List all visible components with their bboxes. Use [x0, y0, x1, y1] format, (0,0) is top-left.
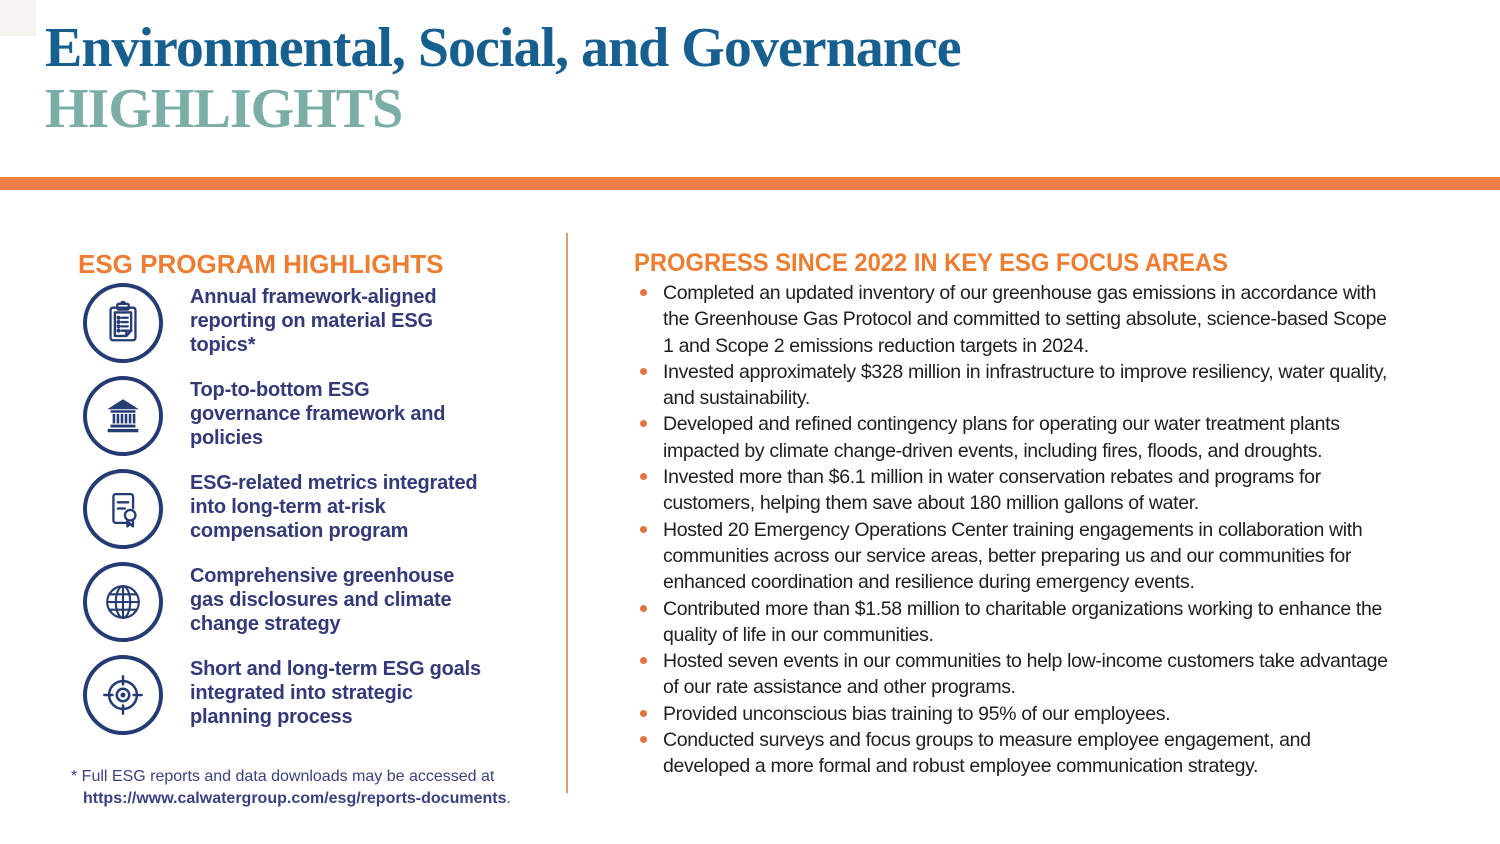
corner-accent — [0, 0, 36, 36]
list-item: Short and long-term ESG goals integrated… — [83, 655, 482, 735]
list-item: ESG-related metrics integrated into long… — [83, 469, 482, 549]
esg-program-items: Annual framework-aligned reporting on ma… — [83, 283, 482, 735]
right-section-heading: PROGRESS SINCE 2022 IN KEY ESG FOCUS ARE… — [634, 248, 1228, 277]
list-item: Top-to-bottom ESG governance framework a… — [83, 376, 482, 456]
bank-icon — [83, 376, 163, 456]
left-section-heading: ESG PROGRAM HIGHLIGHTS — [78, 248, 444, 279]
bullet-item: Conducted surveys and focus groups to me… — [637, 727, 1399, 780]
bullet-item: Provided unconscious bias training to 95… — [637, 701, 1399, 727]
esg-reports-link[interactable]: https://www.calwatergroup.com/esg/report… — [83, 790, 507, 807]
bullet-item: Hosted 20 Emergency Operations Center tr… — [637, 517, 1399, 596]
bullet-item: Completed an updated inventory of our gr… — [637, 280, 1399, 359]
item-label: Annual framework-aligned reporting on ma… — [190, 286, 437, 356]
vertical-divider — [566, 233, 568, 793]
item-label: ESG-related metrics integrated into long… — [190, 472, 478, 542]
bullet-item: Invested more than $6.1 million in water… — [637, 464, 1399, 517]
page-subtitle: HIGHLIGHTS — [45, 78, 403, 140]
clipboard-icon — [83, 283, 163, 363]
globe-icon — [83, 562, 163, 642]
item-label: Short and long-term ESG goals integrated… — [190, 658, 481, 728]
page-title: Environmental, Social, and Governance — [45, 17, 962, 79]
footnote-period: . — [506, 790, 511, 807]
certificate-icon — [83, 469, 163, 549]
bullet-item: Invested approximately $328 million in i… — [637, 359, 1399, 412]
item-label: Top-to-bottom ESG governance framework a… — [190, 379, 446, 449]
target-icon — [83, 655, 163, 735]
title-block: Environmental, Social, and Governance HI… — [45, 17, 962, 140]
list-item: Comprehensive greenhouse gas disclosures… — [83, 562, 482, 642]
bullet-item: Contributed more than $1.58 million to c… — [637, 596, 1399, 649]
bullet-item: Developed and refined contingency plans … — [637, 411, 1399, 464]
divider-bar — [0, 177, 1500, 190]
bullet-item: Hosted seven events in our communities t… — [637, 648, 1399, 701]
list-item: Annual framework-aligned reporting on ma… — [83, 283, 482, 363]
footnote-text: * Full ESG reports and data downloads ma… — [71, 768, 495, 785]
footnote: * Full ESG reports and data downloads ma… — [71, 766, 511, 810]
item-label: Comprehensive greenhouse gas disclosures… — [190, 565, 455, 635]
progress-bullet-list: Completed an updated inventory of our gr… — [637, 280, 1399, 780]
